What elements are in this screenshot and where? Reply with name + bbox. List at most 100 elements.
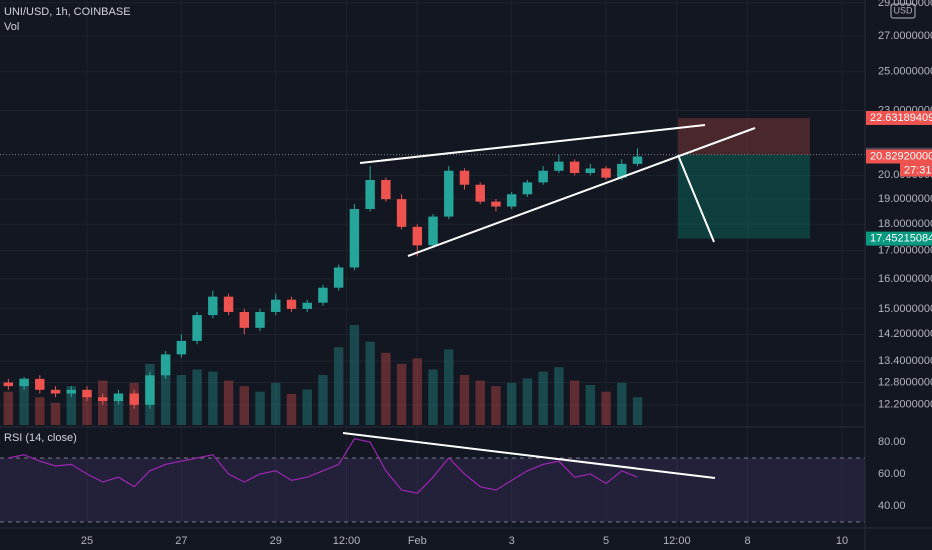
currency: USD — [893, 5, 913, 15]
candle-body — [538, 170, 548, 183]
candle-body — [333, 267, 344, 288]
x-tick-label: 3 — [509, 535, 515, 547]
volume-bar — [412, 358, 423, 425]
volume-bar — [333, 347, 344, 425]
rsi-line — [8, 438, 638, 494]
candle-body — [506, 194, 517, 207]
y-tick-label: 15.00000000 — [878, 303, 932, 315]
candle-body — [302, 302, 312, 309]
volume-bar — [271, 382, 281, 425]
candle-body — [66, 389, 76, 394]
y-tick-label: 12.20000000 — [878, 399, 932, 411]
volume-bar — [396, 363, 407, 425]
y-tick-label: 27.00000000 — [878, 30, 932, 42]
x-tick-label: 29 — [270, 535, 282, 547]
currency-badge[interactable] — [890, 3, 916, 19]
trend-line — [359, 124, 706, 164]
candle-body — [349, 209, 360, 268]
volume-bar — [491, 386, 501, 425]
volume-bar — [569, 380, 580, 425]
candle-body — [19, 378, 29, 387]
y-tick-label: 18.00000000 — [878, 218, 932, 230]
y-tick-label: 13.40000000 — [878, 355, 932, 367]
volume-bar — [538, 371, 548, 425]
candle-body — [176, 340, 187, 355]
candle-body — [271, 299, 281, 312]
candle-body — [459, 170, 470, 185]
y-tick-label: 14.20000000 — [878, 328, 932, 340]
x-tick-label: 8 — [745, 535, 751, 547]
candle-body — [82, 389, 92, 398]
volume-label: Vol — [4, 21, 19, 33]
candle-body — [35, 378, 45, 390]
x-tick-label: 12:00 — [333, 535, 361, 547]
volume-bar — [554, 367, 564, 425]
volume-bar — [223, 380, 234, 425]
rsi-title: RSI (14, close) — [4, 432, 77, 444]
candle-body — [129, 393, 139, 405]
candle-body — [286, 299, 297, 309]
volume-bar — [255, 391, 265, 425]
y-tick-label: 12.80000000 — [878, 376, 932, 388]
x-tick-label: 12:00 — [663, 535, 691, 547]
candle-body — [223, 296, 234, 312]
candle-body — [396, 199, 407, 227]
candle-body — [491, 201, 501, 207]
volume-bar — [318, 375, 328, 425]
volume-bar — [176, 375, 187, 425]
candle-body — [475, 184, 485, 202]
candle-body — [192, 315, 202, 341]
price-label: 17.45215084 — [870, 233, 932, 245]
volume-bar — [601, 391, 611, 425]
volume-bar — [381, 352, 391, 425]
volume-bar — [522, 378, 533, 425]
volume-bar — [475, 380, 485, 425]
price-label: 20.82920000 — [870, 150, 932, 162]
volume-bar — [349, 325, 360, 425]
candle-body — [160, 354, 171, 376]
price-label-bg — [866, 110, 932, 125]
volume-bar — [302, 389, 312, 425]
rsi-tick-label: 60.00 — [878, 468, 906, 480]
candle-body — [585, 168, 596, 174]
rsi-tick-label: 80.00 — [878, 436, 906, 448]
axes: 25272912:00Feb3512:0081029.0000000027.00… — [81, 0, 932, 547]
candle-body — [365, 180, 375, 210]
rsi-tick-label: 40.00 — [878, 500, 906, 512]
rsi-trend-line — [342, 432, 716, 479]
candle-body — [208, 296, 218, 316]
volume-bar — [506, 382, 517, 425]
candle-body — [428, 216, 438, 246]
price-label: 22.63189409 — [870, 112, 932, 124]
countdown: 27:31 — [904, 164, 932, 176]
volume-bar — [286, 393, 297, 425]
symbol: UNI/USD, 1h, COINBASE — [4, 6, 131, 18]
trend-line — [407, 127, 756, 257]
volume-bar — [365, 341, 375, 425]
candle-body — [444, 170, 454, 217]
volume-bar — [632, 397, 643, 425]
rsi-band — [0, 457, 865, 522]
price-label-bg — [866, 231, 932, 246]
drawings — [342, 124, 756, 479]
volume-bar — [428, 369, 438, 425]
volume-bar — [444, 349, 454, 425]
candle-body — [113, 393, 124, 401]
grid — [0, 0, 865, 527]
volume-bar — [617, 382, 627, 425]
candle-body — [318, 287, 328, 303]
volume-bar — [19, 378, 29, 425]
candle-body — [412, 226, 423, 246]
candle-body — [50, 389, 61, 394]
y-tick-label: 16.00000000 — [878, 273, 932, 285]
volume-bar — [160, 358, 171, 425]
volume-bar — [585, 385, 596, 425]
y-tick-label: 17.00000000 — [878, 245, 932, 257]
volume-bar — [459, 375, 470, 425]
candle-body — [239, 311, 250, 328]
x-tick-label: 10 — [836, 535, 848, 547]
volume-bar — [66, 386, 76, 425]
plot — [0, 117, 865, 494]
price-label-bg — [866, 149, 932, 164]
